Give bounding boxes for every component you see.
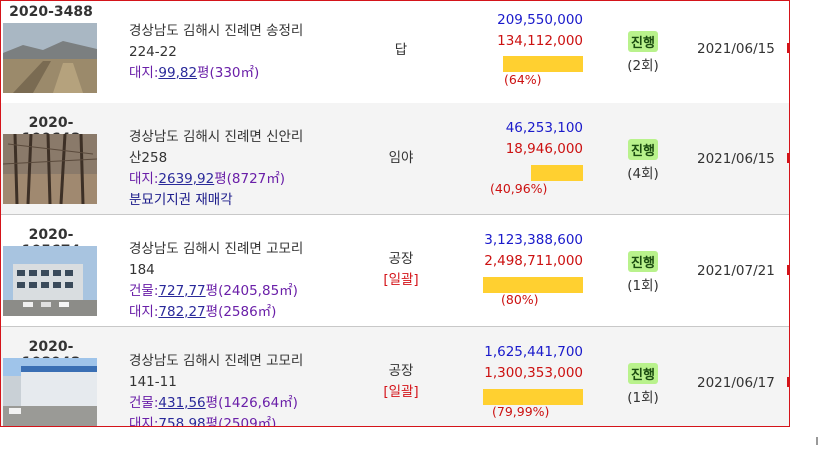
- special-note: 분묘기지권 재매각: [129, 192, 233, 208]
- address-line1[interactable]: 경상남도 김해시 진례면 송정리: [129, 23, 304, 39]
- address-line2[interactable]: 산258: [129, 150, 168, 166]
- price-block: 3,123,388,600 2,498,711,000: [441, 230, 583, 272]
- ratio-bar: [531, 165, 583, 181]
- price-block: 209,550,000 134,112,000: [441, 10, 583, 52]
- address-line1[interactable]: 경상남도 김해시 진례면 고모리: [129, 353, 304, 369]
- price-block: 1,625,441,700 1,300,353,000: [441, 342, 583, 384]
- auction-date: 2021/06/17: [697, 375, 775, 391]
- land-area: 대지:99,82평(330㎡): [129, 65, 260, 81]
- bulk-sale-note: [일괄]: [383, 384, 419, 400]
- appraisal-price: 46,253,100: [505, 120, 583, 136]
- table-row[interactable]: 2020-105674 경상남도 김해시 진례면 고모: [1, 215, 789, 327]
- property-photo[interactable]: [3, 358, 97, 426]
- status-block: 진행 (2회): [621, 31, 665, 74]
- address-block: 경상남도 김해시 진례면 고모리 141-11 건물:431,56평(1426,…: [129, 351, 359, 427]
- building-pyeong[interactable]: 431,56: [158, 395, 206, 411]
- address-line1[interactable]: 경상남도 김해시 진례면 신안리: [129, 129, 304, 145]
- auction-round: (2회): [627, 58, 659, 74]
- auction-date: 2021/06/15: [697, 151, 775, 167]
- auction-list-table: 2020-3488 경상남도 김해시 진례면 송정리 224-22 대지:99,…: [0, 0, 790, 427]
- address-line2[interactable]: 184: [129, 262, 155, 278]
- row-edge-marker: [787, 265, 789, 275]
- building-pyeong[interactable]: 727,77: [158, 283, 206, 299]
- ratio-percent: (64%): [504, 72, 542, 87]
- status-block: 진행 (1회): [621, 251, 665, 294]
- status-badge: 진행: [628, 251, 658, 272]
- appraisal-price: 3,123,388,600: [484, 232, 583, 248]
- auction-round: (1회): [627, 278, 659, 294]
- auction-round: (1회): [627, 390, 659, 406]
- status-block: 진행 (4회): [621, 139, 665, 182]
- minimum-price: 18,946,000: [505, 141, 583, 157]
- building-area: 건물:727,77평(2405,85㎡): [129, 283, 298, 299]
- land-area: 대지:2639,92평(8727㎡): [129, 171, 286, 187]
- table-row[interactable]: 2020-100648 경상남도 김해시 진례면 신안리 산258 대지:263…: [1, 103, 789, 215]
- address-line2[interactable]: 224-22: [129, 44, 177, 60]
- ratio-percent: (79,99%): [492, 404, 550, 419]
- status-block: 진행 (1회): [621, 363, 665, 406]
- area-pyeong[interactable]: 2639,92: [158, 171, 215, 187]
- land-area: 대지:758,98평(2509㎡): [129, 414, 359, 427]
- minimum-price: 2,498,711,000: [484, 253, 583, 269]
- auction-round: (4회): [627, 166, 659, 182]
- minimum-price: 134,112,000: [497, 33, 583, 49]
- ratio-bar: [483, 277, 583, 293]
- usage-type: 공장 [일괄]: [361, 361, 441, 403]
- bulk-sale-note: [일괄]: [383, 272, 419, 288]
- usage-type: 임야: [388, 150, 414, 166]
- row-edge-marker: [787, 153, 789, 163]
- area-pyeong[interactable]: 782,27: [158, 304, 206, 320]
- property-photo[interactable]: [3, 134, 97, 204]
- address-line1[interactable]: 경상남도 김해시 진례면 고모리: [129, 241, 304, 257]
- land-area: 대지:782,27평(2586㎡): [129, 304, 277, 320]
- property-photo[interactable]: [3, 246, 97, 316]
- price-block: 46,253,100 18,946,000: [441, 118, 583, 160]
- ratio-percent: (40,96%): [490, 181, 548, 196]
- ratio-bar: [503, 56, 583, 72]
- appraisal-price: 209,550,000: [497, 12, 583, 28]
- row-edge-marker: [787, 43, 789, 53]
- address-block: 경상남도 김해시 진례면 고모리 184 건물:727,77평(2405,85㎡…: [129, 239, 359, 323]
- case-number[interactable]: 2020-3488: [9, 4, 93, 20]
- status-badge: 진행: [628, 363, 658, 384]
- status-badge: 진행: [628, 139, 658, 160]
- property-photo[interactable]: [3, 23, 97, 93]
- ratio-bar: [483, 389, 583, 405]
- address-block: 경상남도 김해시 진례면 송정리 224-22 대지:99,82평(330㎡): [129, 21, 359, 84]
- usage-type: 공장 [일괄]: [361, 249, 441, 291]
- status-badge: 진행: [628, 31, 658, 52]
- appraisal-price: 1,625,441,700: [484, 344, 583, 360]
- row-edge-marker: [787, 377, 789, 387]
- auction-date: 2021/07/21: [697, 263, 775, 279]
- table-row[interactable]: 2020-108048 경상남도 김해시 진례면 고모리 141-11 건물:4…: [1, 327, 789, 427]
- auction-date: 2021/06/15: [697, 41, 775, 57]
- scroll-indicator[interactable]: [816, 437, 818, 445]
- address-line2[interactable]: 141-11: [129, 374, 177, 390]
- usage-type: 답: [394, 42, 408, 58]
- table-row[interactable]: 2020-3488 경상남도 김해시 진례면 송정리 224-22 대지:99,…: [1, 1, 789, 112]
- building-area: 건물:431,56평(1426,64㎡): [129, 395, 298, 411]
- ratio-percent: (80%): [501, 292, 539, 307]
- minimum-price: 1,300,353,000: [484, 365, 583, 381]
- area-pyeong[interactable]: 99,82: [158, 65, 198, 81]
- area-pyeong[interactable]: 758,98: [158, 416, 206, 427]
- address-block: 경상남도 김해시 진례면 신안리 산258 대지:2639,92평(8727㎡)…: [129, 127, 359, 211]
